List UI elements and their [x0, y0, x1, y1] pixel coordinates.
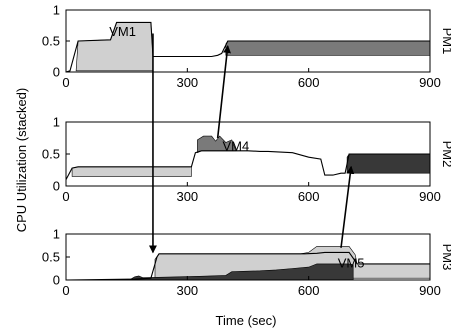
x-axis-label: Time (sec) — [216, 313, 277, 328]
y-tick-label: 0.5 — [42, 34, 60, 49]
x-tick-label: 900 — [419, 283, 441, 298]
x-tick-label: 300 — [176, 75, 198, 90]
x-tick-label: 900 — [419, 189, 441, 204]
x-tick-label: 0 — [62, 75, 69, 90]
utilization-line — [65, 150, 430, 180]
x-tick-label: 600 — [298, 75, 320, 90]
x-tick-label: 600 — [298, 283, 320, 298]
panel-label-pm1: PM1 — [440, 28, 451, 55]
vm-label-vm4: VM4 — [222, 139, 249, 154]
migration-arrows — [148, 33, 355, 254]
y-tick-label: 0 — [53, 65, 60, 80]
y-tick-label: 1 — [53, 3, 60, 18]
x-tick-label: 0 — [62, 283, 69, 298]
y-axis-label: CPU Utilization (stacked) — [14, 88, 29, 233]
x-tick-label: 300 — [176, 189, 198, 204]
panels-layer: 0 300 600 900 0 0.5 1 PM1 VM1 0 300 600 900 0 0.5 1 PM2 V… — [42, 3, 451, 299]
panel-label-pm3: PM3 — [440, 244, 451, 271]
migration-arrow-3 — [340, 165, 355, 248]
band-dark-2 — [346, 153, 431, 174]
y-tick-label: 0 — [53, 179, 60, 194]
vm-label-vm5: VM5 — [338, 256, 365, 271]
x-tick-label: 0 — [62, 189, 69, 204]
x-tick-label: 900 — [419, 75, 441, 90]
utilization-line — [65, 251, 430, 281]
y-tick-label: 0 — [53, 273, 60, 288]
migration-arrow-2 — [216, 44, 231, 139]
y-tick-label: 1 — [53, 115, 60, 130]
panel-pm2: 0 300 600 900 0 0.5 1 PM2 VM4 — [42, 115, 451, 205]
y-tick-label: 1 — [53, 227, 60, 242]
panel-pm1: 0 300 600 900 0 0.5 1 PM1 VM1 — [42, 3, 451, 91]
panel-pm3: 0 300 600 900 0 0.5 1 PM3 VM5 — [42, 227, 451, 299]
band-mid-1 — [225, 40, 431, 56]
panel-label-pm2: PM2 — [440, 141, 451, 168]
y-tick-label: 0.5 — [42, 147, 60, 162]
band-dark-1 — [130, 263, 354, 281]
y-tick-label: 0.5 — [42, 250, 60, 265]
vm-label-vm1: VM1 — [109, 24, 136, 39]
band-light-0 — [71, 166, 192, 177]
x-tick-label: 600 — [298, 189, 320, 204]
x-tick-label: 300 — [176, 283, 198, 298]
